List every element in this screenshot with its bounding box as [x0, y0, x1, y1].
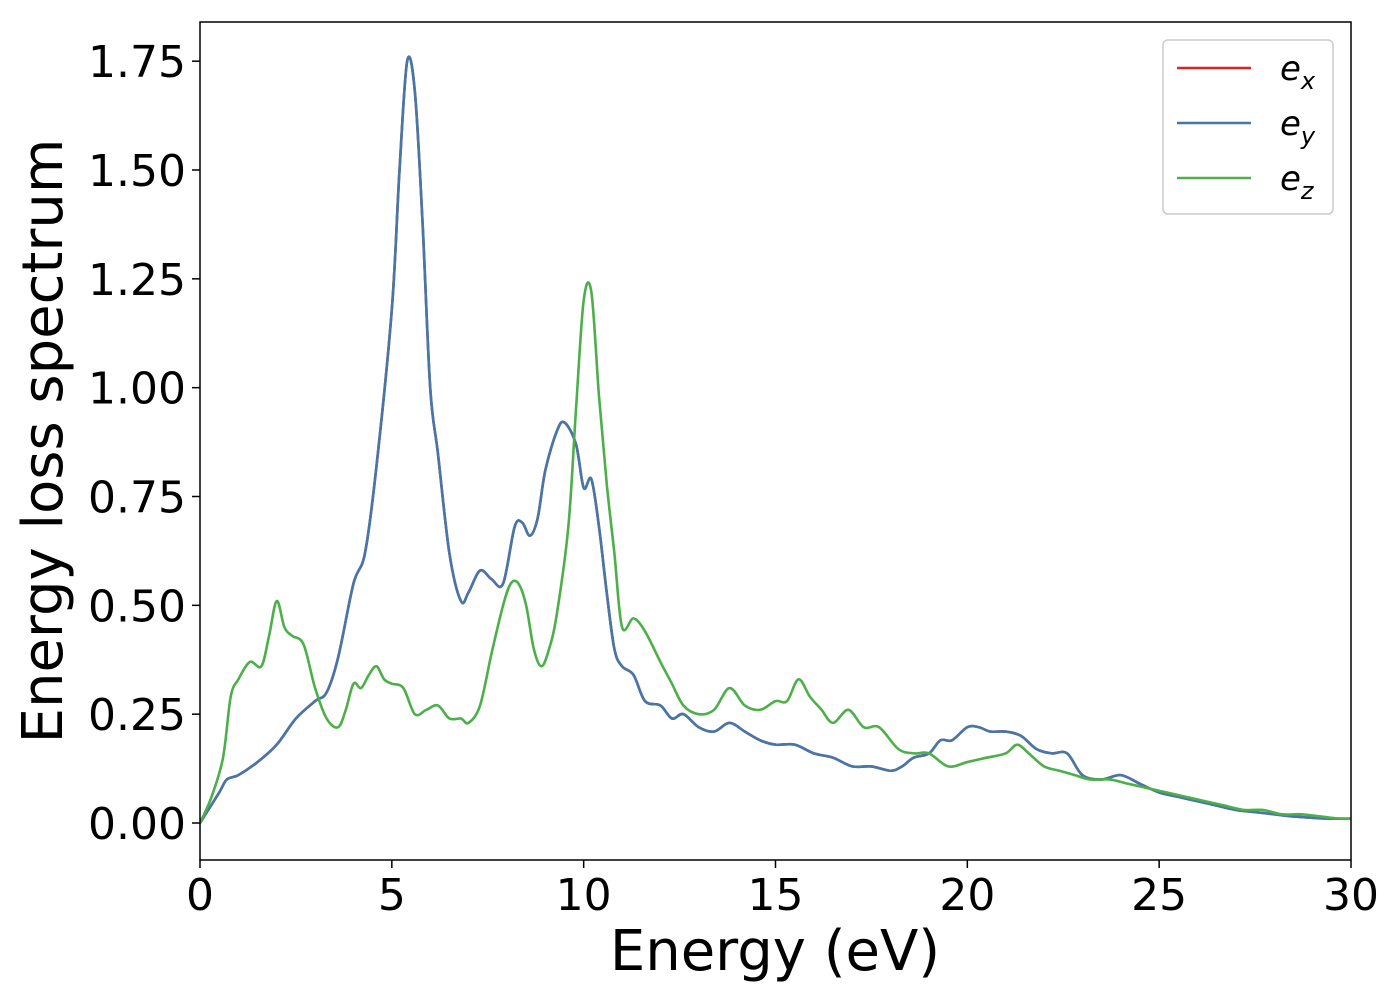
legend-label-subscript: x: [1300, 67, 1316, 95]
series-group: [200, 55, 1351, 825]
legend-label-subscript: y: [1300, 122, 1316, 150]
y-tick-label: 1.75: [88, 37, 186, 88]
legend-label-z: ez: [1280, 159, 1315, 205]
x-axis: 0 5 10 15 20 25 30: [186, 860, 1379, 921]
legend-label-x: ex: [1280, 49, 1316, 95]
y-axis: 0.00 0.25 0.50 0.75 1.00 1.25 1.50 1.75: [88, 37, 200, 850]
y-tick-label: 0.00: [88, 799, 186, 850]
x-tick-label: 25: [1131, 870, 1187, 921]
x-axis-title: Energy (eV): [610, 919, 940, 984]
legend-label-y: ey: [1280, 104, 1316, 150]
series-line-z: [200, 281, 1351, 825]
series-line-y: [200, 55, 1351, 825]
y-tick-label: 0.75: [88, 473, 186, 524]
y-tick-label: 1.00: [88, 364, 186, 415]
x-tick-label: 15: [748, 870, 804, 921]
x-tick-label: 30: [1323, 870, 1379, 921]
legend-label-base: e: [1280, 104, 1301, 144]
legend-frame: [1162, 39, 1334, 215]
y-tick-label: 0.25: [88, 690, 186, 741]
y-axis-title: Energy loss spectrum: [11, 139, 76, 744]
y-tick-label: 0.50: [88, 581, 186, 632]
x-tick-label: 5: [378, 870, 406, 921]
y-tick-label: 1.50: [88, 146, 186, 197]
x-tick-label: 20: [939, 870, 995, 921]
y-tick-label: 1.25: [88, 255, 186, 306]
x-tick-label: 0: [186, 870, 214, 921]
x-tick-label: 10: [556, 870, 612, 921]
legend-label-base: e: [1280, 49, 1301, 89]
legend-label-base: e: [1280, 159, 1301, 199]
legend-label-subscript: z: [1300, 177, 1315, 205]
